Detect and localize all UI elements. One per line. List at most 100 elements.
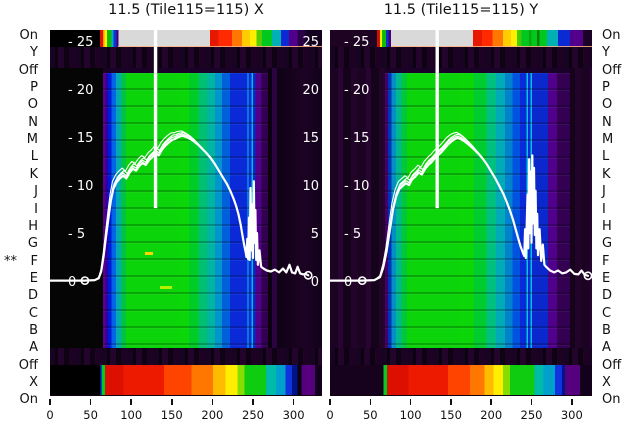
profile-curve-braid: [50, 131, 309, 282]
row-label: M: [26, 132, 38, 148]
heatmap-band: [118, 45, 322, 47]
x-tick-mark: [292, 399, 295, 405]
heatmap-band: [160, 286, 172, 289]
y-tick-label-left: 0: [68, 275, 77, 290]
y-tick-label-right: 15: [302, 131, 319, 146]
heatmap-band: [50, 30, 322, 47]
row-label: N: [602, 114, 612, 130]
row-label: X: [29, 375, 38, 390]
x-tick-mark: [369, 399, 372, 405]
x-tick-mark: [409, 399, 412, 405]
profile-curve-braid: [330, 133, 589, 282]
x-tick-mark: [571, 399, 573, 405]
row-label: O: [27, 97, 38, 113]
row-label: L: [602, 149, 610, 165]
row-label: G: [27, 236, 38, 252]
x-tick-mark: [329, 399, 331, 405]
signal-overlay: [50, 30, 313, 285]
curve-end-marker: [357, 276, 367, 285]
profile-curve-braid: [50, 130, 309, 282]
row-label: On: [19, 392, 38, 408]
row-label: J: [602, 184, 606, 200]
row-label: On: [602, 392, 621, 408]
x-tick-label: 50: [83, 408, 98, 422]
x-tick-label: 300: [560, 408, 583, 422]
x-tick-mark: [490, 399, 492, 405]
row-label: P: [30, 80, 38, 96]
heatmap-band: [391, 45, 592, 47]
curve-end-marker: [583, 271, 592, 281]
y-tick-label-left: - 25: [344, 35, 370, 50]
heatmap-band: [50, 365, 322, 396]
panel-title-y: 11.5 (Tile115=115) Y: [383, 2, 539, 18]
heatmap-band: [50, 47, 322, 68]
heatmap-band: [385, 73, 570, 348]
x-tick-mark: [530, 399, 533, 405]
x-tick-mark: [130, 399, 132, 405]
x-tick-mark: [211, 399, 214, 405]
heatmap-band: [330, 30, 592, 47]
y-tick-label-left: - 15: [68, 131, 94, 146]
row-label: N: [28, 114, 38, 130]
heatmap-band: [272, 68, 277, 348]
x-tick-label: 300: [282, 408, 305, 422]
panel-title-x: 11.5 (Tile115=115) X: [108, 2, 264, 18]
y-tick-label-left: 0: [344, 275, 353, 290]
row-label: C: [28, 305, 38, 321]
x-axis-spine: [330, 394, 592, 396]
row-label: Off: [602, 357, 622, 373]
row-label: Y: [602, 45, 610, 61]
row-label: K: [29, 166, 38, 182]
x-tick-mark: [171, 399, 173, 405]
profile-curve: [50, 134, 310, 282]
y-tick-label-left: - 20: [344, 83, 370, 98]
heatmap-band: [145, 252, 153, 255]
row-label: H: [28, 218, 38, 234]
heatmap-band: [330, 47, 592, 68]
row-label: O: [602, 97, 613, 113]
row-label: Off: [18, 357, 38, 373]
y-tick-label-left: - 10: [68, 179, 94, 194]
profile-curve-braid: [330, 135, 589, 282]
row-label: E: [602, 270, 611, 286]
row-label: M: [602, 132, 614, 148]
row-label: J: [34, 184, 38, 200]
heatmap-band: [330, 365, 592, 396]
y-tick-label-left: - 5: [344, 227, 362, 242]
y-tick-label-left: - 25: [68, 35, 94, 50]
heatmap-band: [103, 73, 268, 348]
row-label: E: [29, 270, 38, 286]
row-labels-right: On Y Off P O N M L K J I H G F E D C B A Off X On: [600, 0, 640, 440]
row-label: D: [27, 288, 38, 304]
x-tick-mark: [49, 399, 51, 405]
y-tick-label-right: 5: [310, 227, 319, 242]
panel-y-plot: - 25 - 20 - 15 - 10 - 5 0: [330, 30, 592, 396]
row-label: B: [29, 322, 38, 338]
heatmap-band: [330, 348, 592, 365]
signal-overlay: [330, 30, 592, 285]
x-tick-label: 150: [160, 408, 183, 422]
y-tick-label-right: 10: [302, 179, 319, 194]
y-tick-label-left: - 20: [68, 83, 94, 98]
y-tick-label-right: 0: [310, 275, 319, 290]
x-tick-label: 250: [520, 408, 543, 422]
x-tick-label: 200: [480, 408, 503, 422]
row-label: Off: [18, 62, 38, 78]
row-label: G: [602, 236, 613, 252]
row-label: C: [602, 305, 612, 321]
y-tick-label-right: 20: [302, 83, 319, 98]
row-label: K: [602, 166, 611, 182]
heatmap-band: [103, 68, 268, 73]
y-tick-label-left: - 15: [344, 131, 370, 146]
curve-end-marker: [303, 270, 313, 280]
row-label: D: [602, 288, 613, 304]
x-tick-mark: [89, 399, 92, 405]
y-tick-label-left: - 10: [344, 179, 370, 194]
x-tick-label: 100: [399, 408, 422, 422]
row-labels-left: On Y Off P O N M L K J I H G F ** E D C B A Off X On: [0, 0, 44, 440]
row-label: I: [34, 201, 38, 217]
row-label: Off: [602, 62, 622, 78]
heatmap-band: [385, 68, 570, 73]
x-axis-spine: [50, 394, 322, 396]
